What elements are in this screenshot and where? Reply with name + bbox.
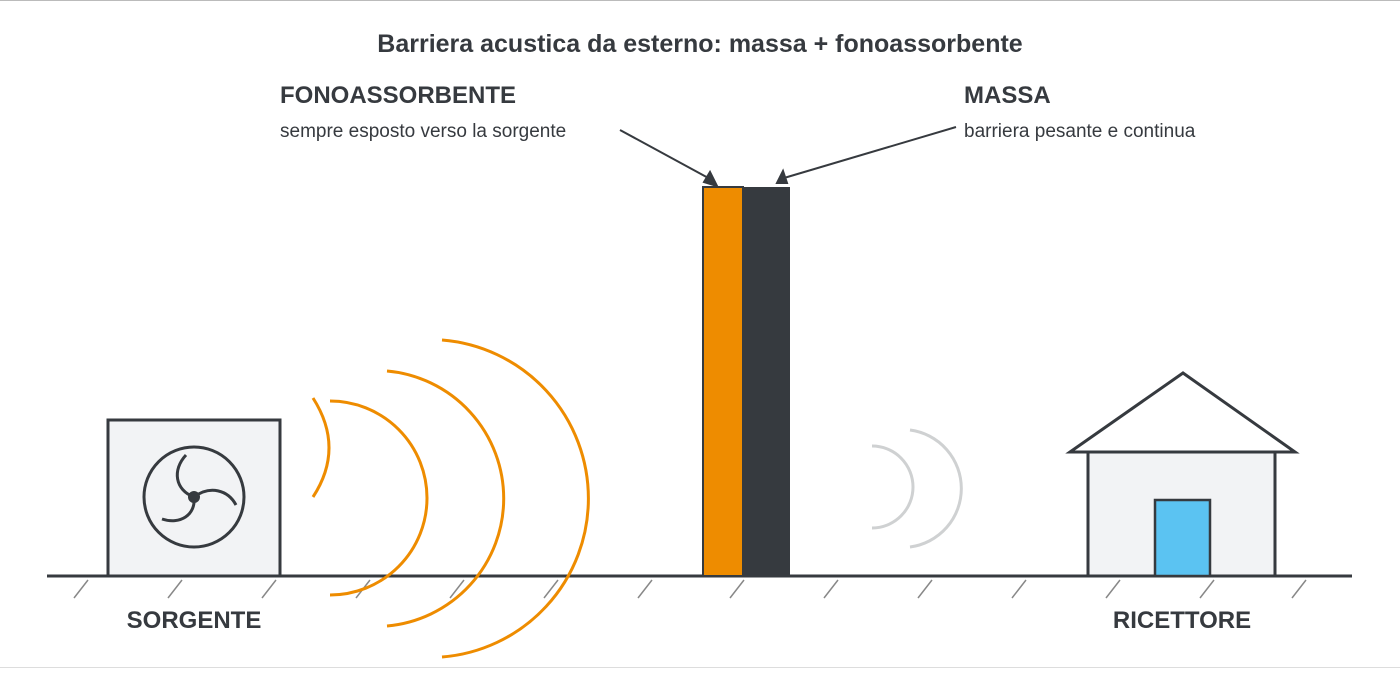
house-door bbox=[1153, 498, 1212, 578]
absorbent-layer bbox=[702, 186, 744, 577]
source-label: SORGENTE bbox=[127, 607, 262, 634]
callouts bbox=[619, 126, 957, 188]
fan-hub bbox=[188, 491, 200, 503]
fan-ring bbox=[142, 445, 246, 549]
fonoassorbente-label: FONOASSORBENTE bbox=[280, 82, 516, 109]
fonoassorbente-description: sempre esposto verso la sorgente bbox=[280, 121, 566, 142]
arrow-line bbox=[783, 126, 957, 179]
arrow-head bbox=[775, 168, 789, 184]
ground-hatch bbox=[73, 579, 1307, 599]
arrow-head bbox=[702, 169, 719, 188]
title: Barriera acustica da esterno: massa + fo… bbox=[377, 30, 1023, 58]
house-roof bbox=[1065, 371, 1300, 454]
arrow-line bbox=[619, 129, 713, 181]
massa-description: barriera pesante e continua bbox=[964, 121, 1196, 142]
attenuated-waves bbox=[871, 428, 963, 549]
receiver-label: RICETTORE bbox=[1113, 607, 1251, 634]
massa-label: MASSA bbox=[964, 82, 1051, 109]
sound-waves bbox=[311, 338, 590, 659]
mass-layer bbox=[743, 187, 790, 576]
